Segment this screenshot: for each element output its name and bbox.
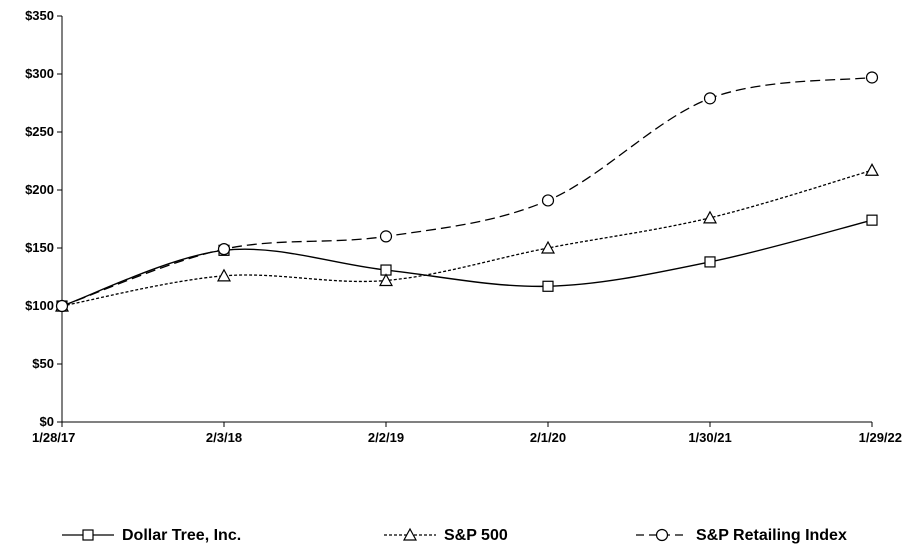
data-point-triangle <box>864 163 880 176</box>
series-circle <box>55 71 879 313</box>
data-point-circle <box>217 243 231 256</box>
y-tick-label: $250 <box>25 124 54 139</box>
y-tick-label: $150 <box>25 240 54 255</box>
y-tick-label: $200 <box>25 182 54 197</box>
data-point-square <box>542 280 554 292</box>
y-axis-ticks: $0 $50 $100 $150 $200 $250 $300 $350 <box>25 8 62 429</box>
y-tick-label: $350 <box>25 8 54 23</box>
data-point-square <box>866 214 878 226</box>
legend-marker-circle <box>655 528 669 542</box>
data-point-circle <box>865 71 879 84</box>
x-tick-label: 1/28/17 <box>32 430 75 445</box>
y-tick-label: $50 <box>32 356 54 371</box>
legend-label: Dollar Tree, Inc. <box>122 527 241 544</box>
x-tick-label: 1/29/22 <box>859 430 902 445</box>
legend-label: S&P Retailing Index <box>696 527 847 544</box>
legend-label: S&P 500 <box>444 527 508 544</box>
legend-marker-triangle <box>402 527 418 541</box>
data-point-square <box>704 256 716 268</box>
data-point-triangle <box>702 210 718 224</box>
legend-item: S&P 500 <box>384 527 508 544</box>
legend-marker-square <box>82 529 94 541</box>
data-point-circle <box>541 194 555 207</box>
data-point-circle <box>703 92 717 105</box>
legend: Dollar Tree, Inc. S&P 500 S&P Retailing In… <box>62 527 847 544</box>
data-point-circle <box>55 299 69 313</box>
series-triangle <box>54 163 880 312</box>
data-point-circle <box>379 230 393 243</box>
legend-item: S&P Retailing Index <box>636 527 847 544</box>
data-point-triangle <box>378 273 394 287</box>
series-line <box>61 76 873 307</box>
data-point-triangle <box>216 268 232 282</box>
data-point-triangle <box>540 240 556 254</box>
y-tick-label: $100 <box>25 298 54 313</box>
series-square <box>56 214 878 312</box>
x-tick-label: 2/3/18 <box>206 430 242 445</box>
series-line <box>61 169 873 307</box>
y-tick-label: $0 <box>40 414 54 429</box>
x-tick-label: 2/1/20 <box>530 430 566 445</box>
x-tick-label: 1/30/21 <box>688 430 731 445</box>
x-axis-ticks: 1/28/17 2/3/18 2/2/19 2/1/20 1/30/21 1/29/22 <box>32 422 902 445</box>
series-layer <box>54 71 880 313</box>
legend-item: Dollar Tree, Inc. <box>62 527 241 544</box>
series-line <box>61 219 873 307</box>
x-tick-label: 2/2/19 <box>368 430 404 445</box>
y-tick-label: $300 <box>25 66 54 81</box>
